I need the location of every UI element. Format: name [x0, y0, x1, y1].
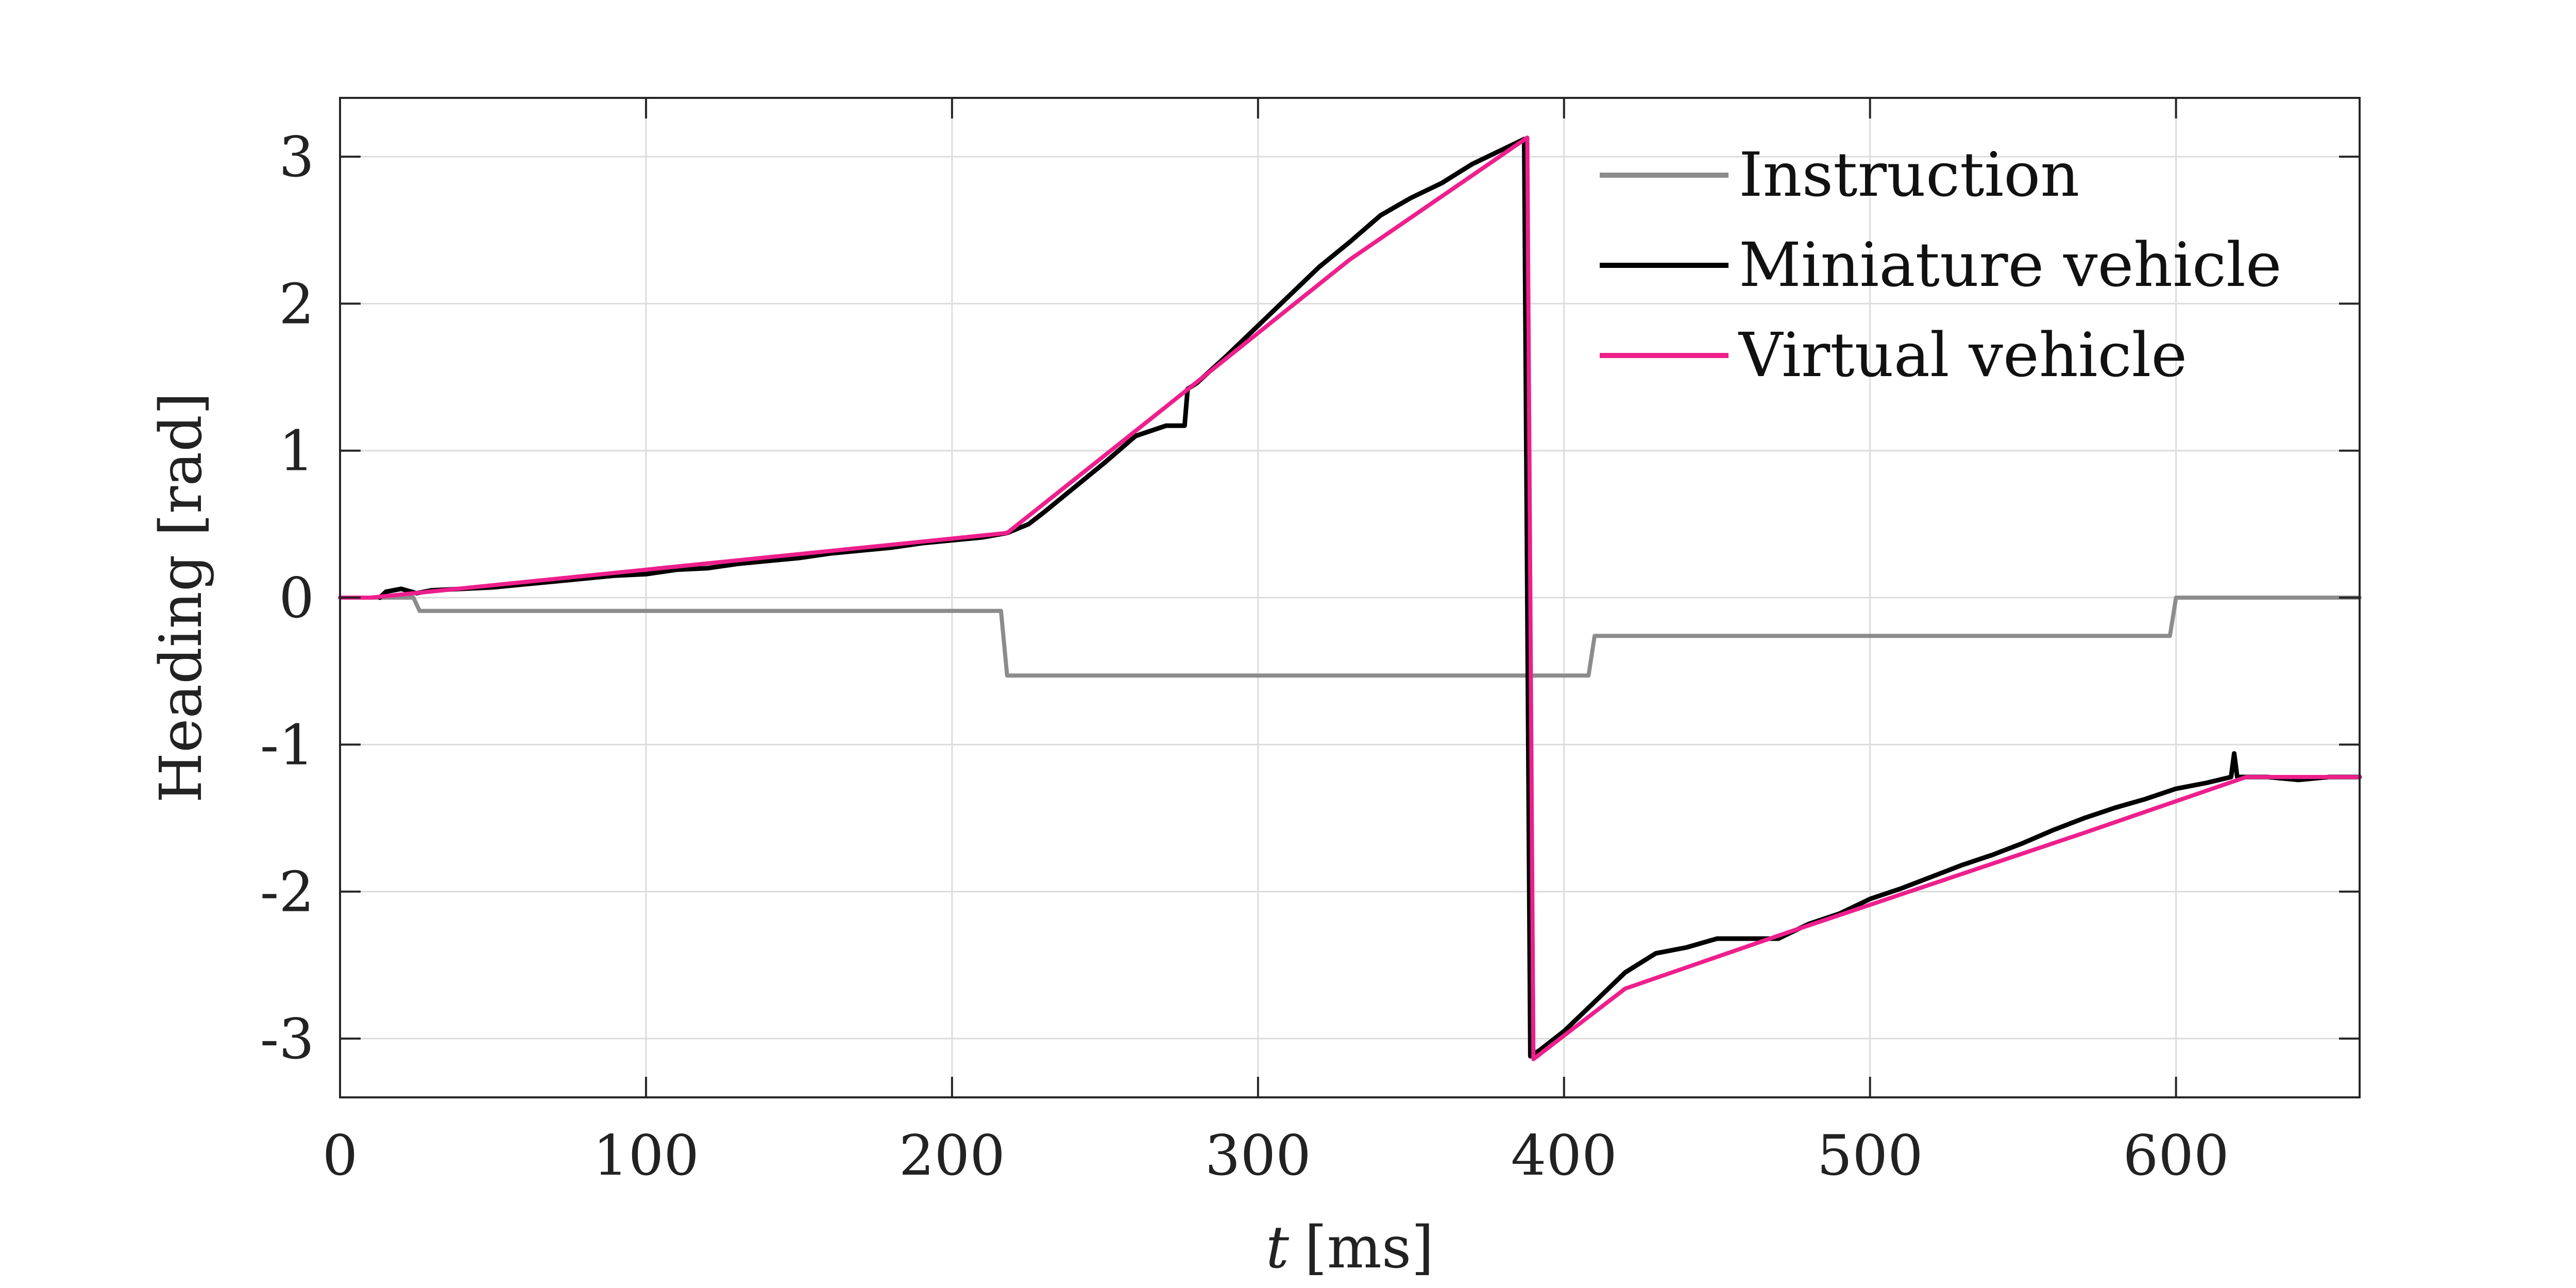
- x-tick-label: 600: [2123, 1124, 2229, 1188]
- y-tick-label: -2: [260, 860, 314, 925]
- y-tick-labels: 3 2 1 0 -1 -2 -3: [260, 125, 314, 1072]
- legend-label-miniature-vehicle: Miniature vehicle: [1739, 229, 2282, 300]
- y-tick-label: -3: [260, 1007, 314, 1072]
- y-tick-label: 1: [279, 419, 314, 484]
- x-axis-variable: t: [1266, 1214, 1290, 1281]
- x-tick-label: 500: [1817, 1124, 1923, 1188]
- series-line-miniature-vehicle: [377, 137, 2362, 1059]
- y-tick-label: 3: [279, 125, 314, 190]
- x-tick-labels: 0 100 200 300 400 500 600: [323, 1124, 2229, 1188]
- y-axis-title: Heading [rad]: [148, 392, 215, 803]
- x-axis-unit: [ms]: [1304, 1214, 1434, 1281]
- x-tick-label: 100: [593, 1124, 699, 1188]
- y-tick-label: -1: [260, 713, 314, 777]
- x-tick-label: 400: [1511, 1124, 1617, 1188]
- legend-label-virtual-vehicle: Virtual vehicle: [1738, 319, 2187, 391]
- legend-label-instruction: Instruction: [1739, 139, 2079, 210]
- axis-ticks: [339, 98, 2360, 1097]
- y-tick-label: 0: [279, 566, 314, 631]
- series-lines: [338, 135, 2362, 1061]
- x-tick-label: 300: [1205, 1124, 1311, 1188]
- x-axis-title: t [ms]: [1266, 1214, 1434, 1281]
- legend: Instruction Miniature vehicle Virtual ve…: [1600, 139, 2282, 391]
- x-tick-label: 200: [899, 1124, 1005, 1188]
- y-tick-label: 2: [279, 272, 314, 336]
- series-line-virtual-vehicle: [338, 135, 2362, 1061]
- x-tick-label: 0: [323, 1124, 358, 1188]
- grid-lines: [339, 98, 2360, 1097]
